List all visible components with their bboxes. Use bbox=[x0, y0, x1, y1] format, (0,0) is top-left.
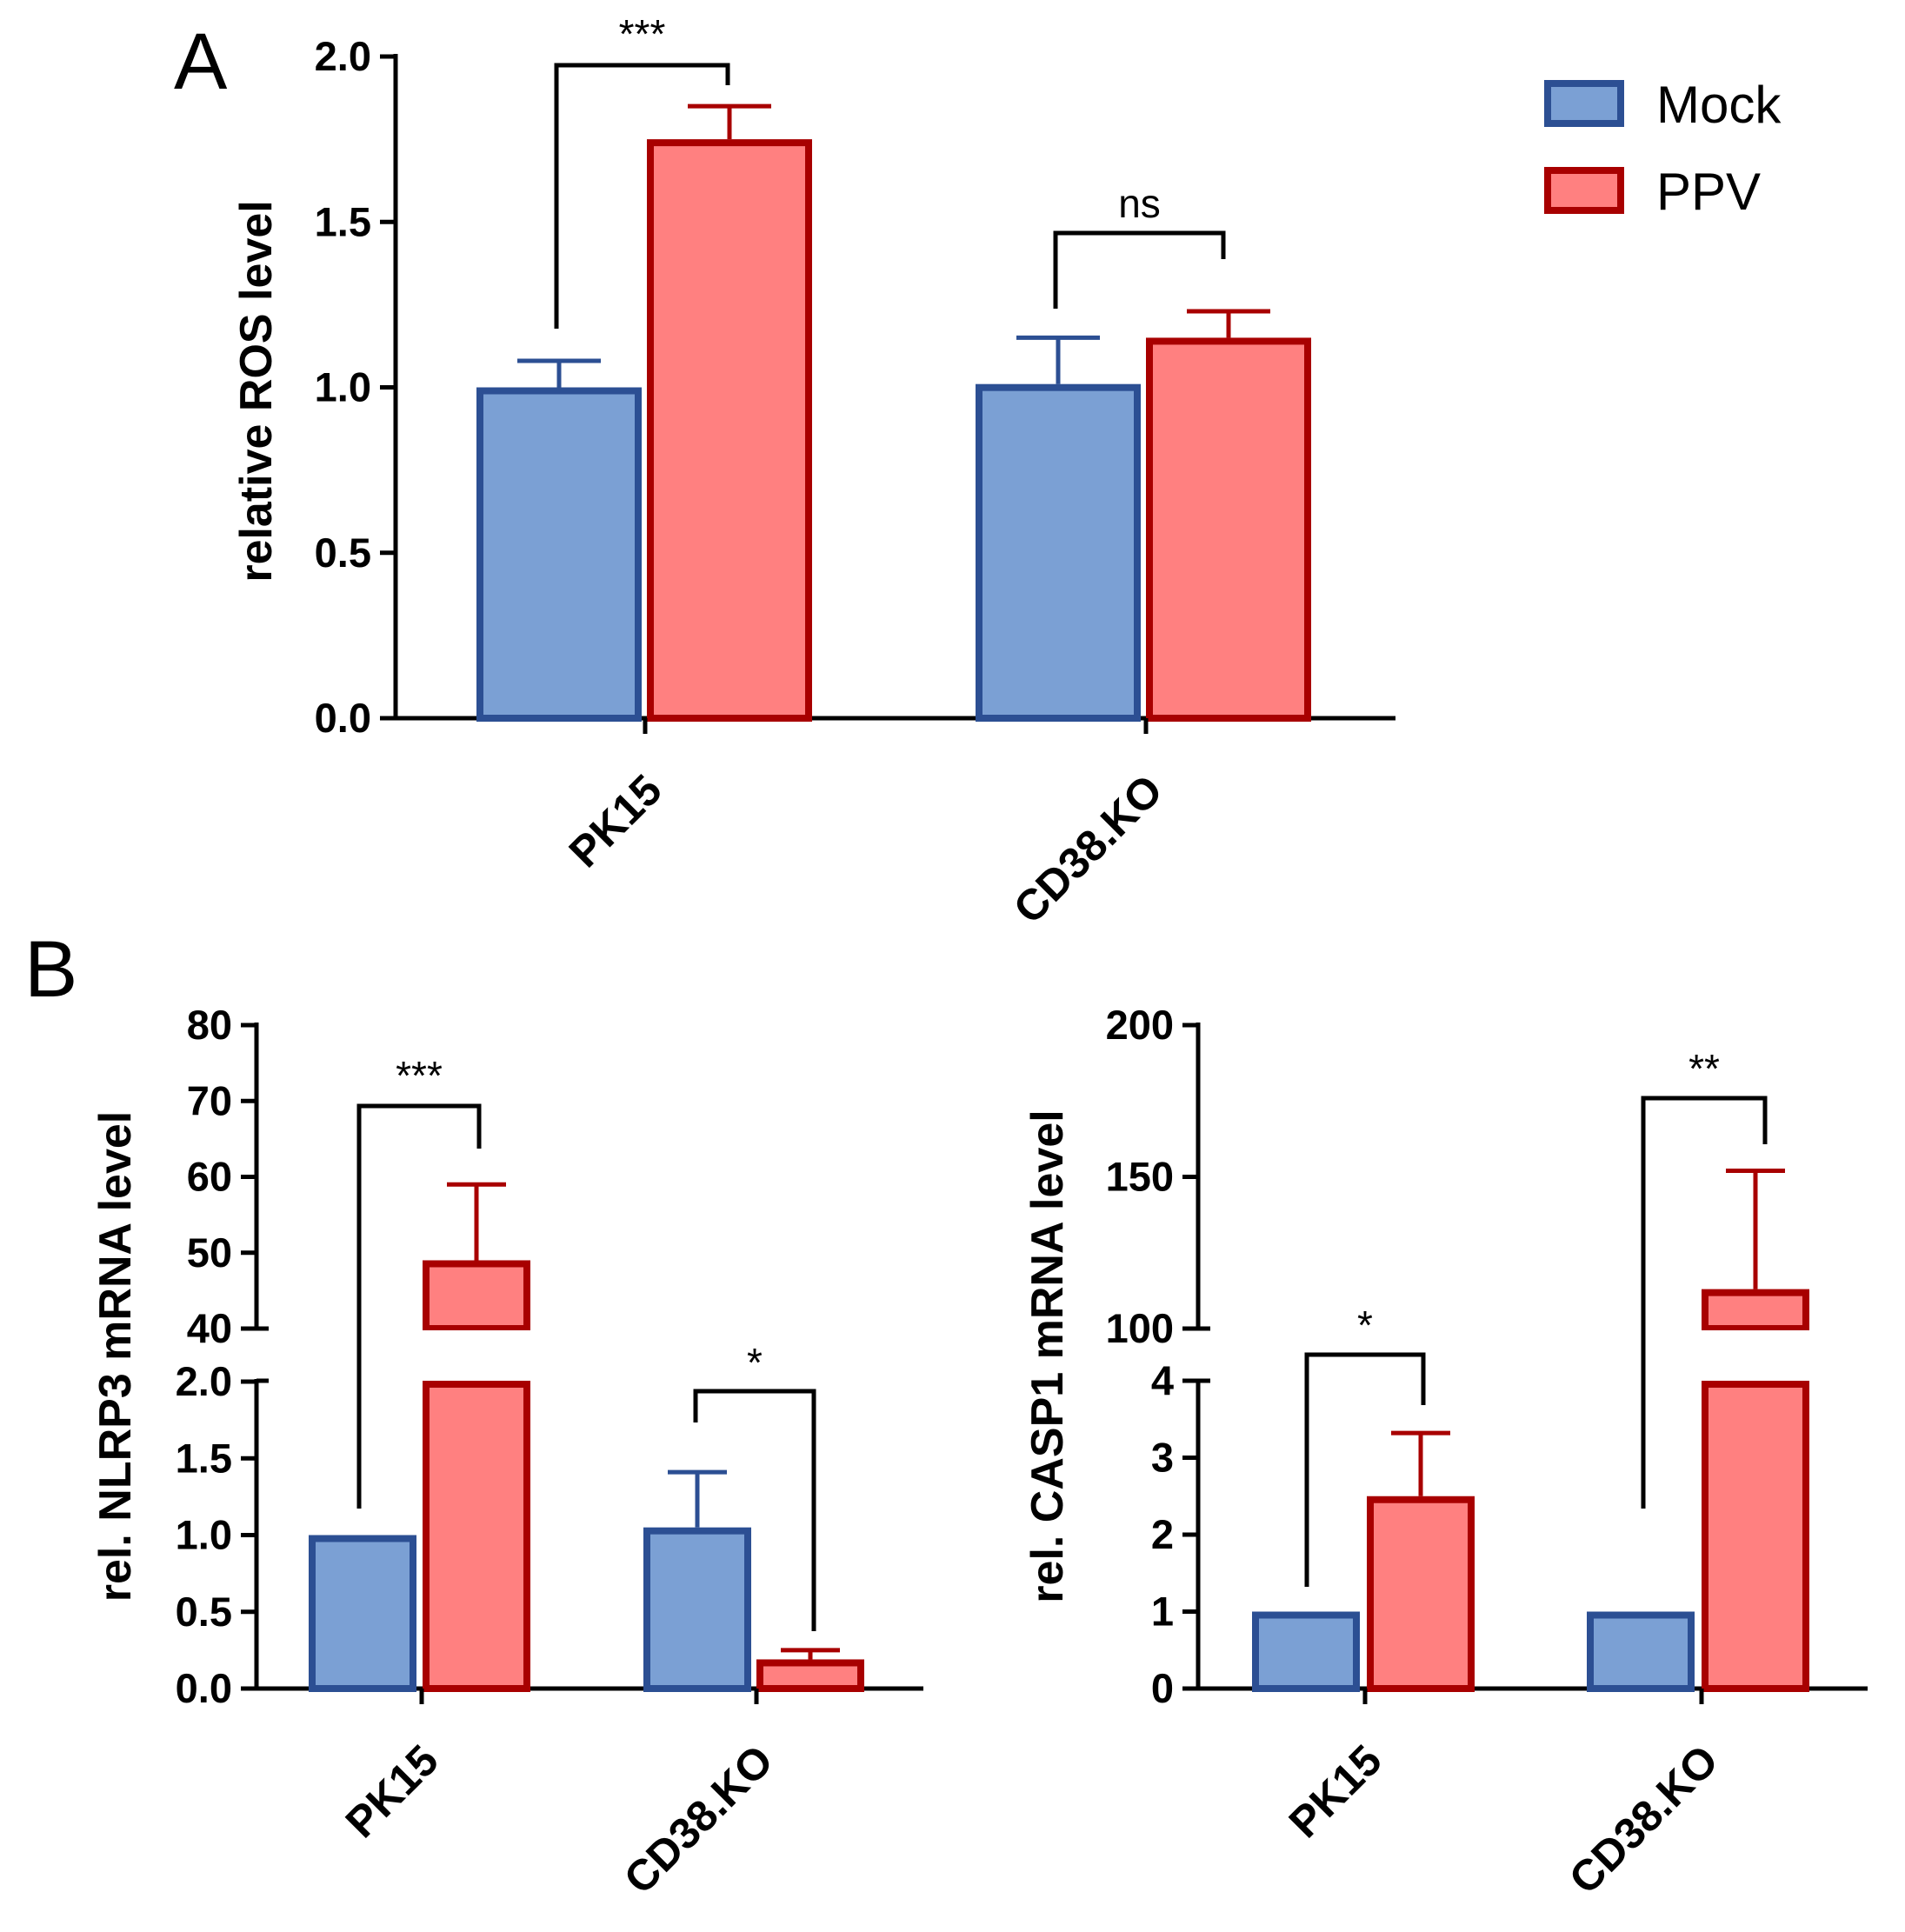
legend-swatch-ppv bbox=[1544, 167, 1624, 214]
significance-0-bracket bbox=[554, 63, 730, 329]
y-tick-label: 3 bbox=[1151, 1435, 1174, 1481]
bar-mock-0 bbox=[476, 387, 642, 722]
bar-mock-1 bbox=[1587, 1611, 1695, 1692]
y-tick-label: 1.0 bbox=[315, 364, 371, 410]
significance-0-bracket bbox=[1304, 1352, 1426, 1587]
x-tick-label: PK15 bbox=[1280, 1735, 1391, 1847]
significance-1-label: ** bbox=[1689, 1046, 1720, 1091]
axis-break-gap bbox=[1700, 1330, 1811, 1379]
bar-mock-1 bbox=[976, 383, 1141, 722]
y-tick-label: 1.5 bbox=[315, 198, 371, 244]
significance-0-label: * bbox=[1357, 1302, 1373, 1348]
significance-1-bracket bbox=[1641, 1096, 1768, 1509]
x-tick-label: PK15 bbox=[336, 1735, 448, 1847]
bar-mock-1 bbox=[643, 1527, 751, 1693]
y-tick-label: 0.0 bbox=[315, 695, 371, 741]
bar-ppv-0 bbox=[647, 139, 812, 722]
y-tick-label: 200 bbox=[1106, 1002, 1174, 1048]
bar-ppv-0-upper bbox=[423, 1260, 530, 1332]
y-tick-label: 0 bbox=[1151, 1665, 1174, 1711]
y-tick-label: 2.0 bbox=[315, 33, 371, 79]
bar-ppv-0 bbox=[1367, 1496, 1475, 1692]
bar-ppv-0-lower bbox=[423, 1381, 530, 1692]
y-tick-label: 50 bbox=[187, 1229, 232, 1276]
y-tick-label: 1.0 bbox=[176, 1512, 232, 1558]
y-tick-label: 70 bbox=[187, 1077, 232, 1123]
panel-a-chart: A 0.0 0.5 1.0 1.5 2.0 *** ns PK15 CD38.KO relative… bbox=[174, 11, 1395, 933]
y-tick-label: 0.0 bbox=[176, 1665, 232, 1711]
y-tick-label: 100 bbox=[1106, 1305, 1174, 1351]
x-tick-label: PK15 bbox=[560, 765, 671, 876]
significance-0-bracket bbox=[356, 1103, 482, 1509]
panel-letter-a: A bbox=[174, 17, 228, 106]
y-axis-title: relative ROS level bbox=[231, 200, 282, 582]
significance-1-label: ns bbox=[1118, 181, 1161, 226]
y-axis-title: rel. NLRP3 mRNA level bbox=[90, 1111, 141, 1602]
y-axis-title: rel. CASP1 mRNA level bbox=[1022, 1109, 1073, 1602]
y-tick-label: 1.5 bbox=[176, 1435, 232, 1481]
significance-0-label: *** bbox=[619, 11, 666, 57]
y-tick-label: 0.5 bbox=[315, 530, 371, 576]
legend: Mock PPV bbox=[1544, 76, 1782, 221]
legend-label-ppv: PPV bbox=[1656, 163, 1761, 221]
x-tick-label: CD38.KO bbox=[1004, 765, 1172, 933]
y-tick-label: 4 bbox=[1151, 1357, 1174, 1403]
axis-break-gap bbox=[421, 1330, 532, 1379]
bar-ppv-1 bbox=[1146, 337, 1311, 722]
y-tick-label: 80 bbox=[187, 1002, 232, 1048]
significance-1-label: * bbox=[747, 1340, 763, 1385]
y-tick-label: 150 bbox=[1106, 1154, 1174, 1200]
x-tick-label: CD38.KO bbox=[1560, 1735, 1728, 1903]
significance-0-label: *** bbox=[396, 1053, 443, 1098]
significance-1-bracket bbox=[693, 1389, 816, 1631]
significance-1-bracket bbox=[1053, 230, 1226, 309]
legend-item-mock: Mock bbox=[1544, 76, 1782, 134]
legend-label-mock: Mock bbox=[1656, 76, 1782, 134]
y-tick-label: 0.5 bbox=[176, 1589, 232, 1635]
bar-ppv-1 bbox=[756, 1659, 864, 1692]
y-tick-label: 1 bbox=[1151, 1589, 1174, 1635]
bar-mock-0 bbox=[309, 1535, 416, 1692]
legend-item-ppv: PPV bbox=[1544, 163, 1761, 221]
panel-letter-b: B bbox=[24, 925, 77, 1014]
bar-ppv-1-upper bbox=[1702, 1289, 1809, 1333]
y-tick-label: 2 bbox=[1151, 1511, 1174, 1557]
y-tick-label: 2.0 bbox=[176, 1358, 232, 1404]
bar-mock-0 bbox=[1252, 1611, 1360, 1692]
bar-ppv-1-lower bbox=[1702, 1381, 1809, 1692]
x-tick-label: CD38.KO bbox=[615, 1735, 783, 1903]
legend-swatch-mock bbox=[1544, 80, 1624, 127]
y-tick-label: 60 bbox=[187, 1154, 232, 1200]
y-tick-label: 40 bbox=[187, 1305, 232, 1351]
